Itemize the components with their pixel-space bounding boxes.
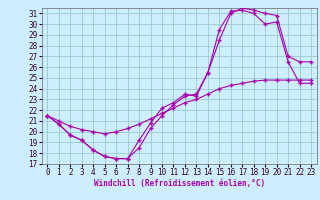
X-axis label: Windchill (Refroidissement éolien,°C): Windchill (Refroidissement éolien,°C) — [94, 179, 265, 188]
